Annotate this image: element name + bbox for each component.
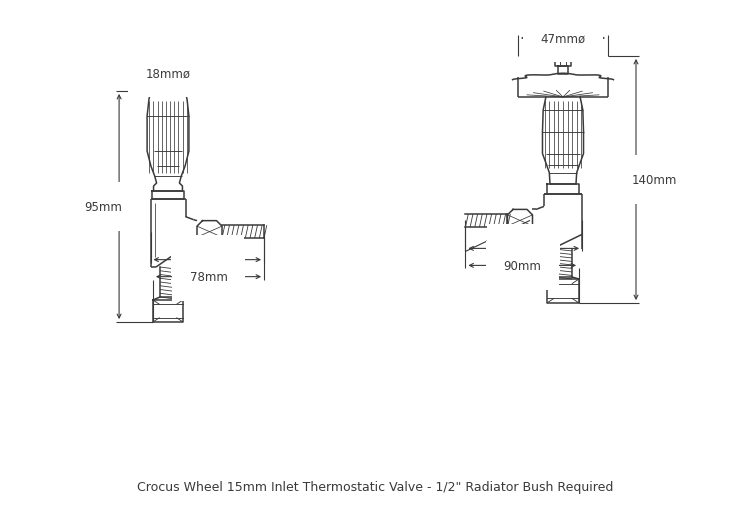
Text: 140mm: 140mm (632, 174, 676, 187)
Text: 47mmø: 47mmø (541, 33, 586, 45)
Text: 18mmø: 18mmø (146, 67, 190, 80)
Text: 95mm: 95mm (84, 201, 122, 214)
Text: 65mm: 65mm (188, 253, 226, 267)
Text: 78mm: 78mm (190, 271, 227, 284)
Text: 65mm: 65mm (505, 242, 543, 256)
Text: 90mm: 90mm (503, 260, 542, 272)
Text: Crocus Wheel 15mm Inlet Thermostatic Valve - 1/2" Radiator Bush Required: Crocus Wheel 15mm Inlet Thermostatic Val… (136, 480, 614, 494)
